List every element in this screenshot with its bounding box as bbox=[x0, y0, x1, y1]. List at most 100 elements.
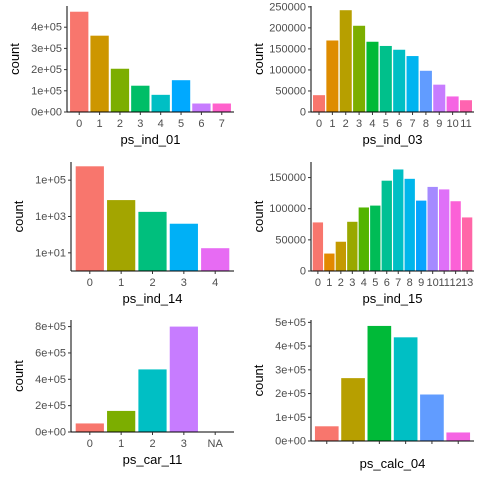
x-tick-label: 4 bbox=[212, 277, 218, 289]
y-tick-label: 0e+00 bbox=[35, 427, 66, 439]
x-tick-label: 3 bbox=[349, 277, 355, 289]
bar-2 bbox=[110, 68, 130, 112]
x-tick-label: 0 bbox=[315, 277, 321, 289]
panel-5: 0e+00 2e+05 4e+05 6e+05 8e+05 0 1 2 3 NA ps_car_11… bbox=[11, 320, 234, 467]
bar-0 bbox=[313, 95, 326, 112]
x-axis-title: ps_car_11 bbox=[123, 452, 183, 467]
y-tick-label: 5e+05 bbox=[275, 317, 306, 329]
y-tick-label: 1e+05 bbox=[35, 175, 66, 187]
bar-1 bbox=[341, 378, 365, 441]
y-tick-label: 150000 bbox=[269, 43, 306, 55]
bar-5 bbox=[370, 205, 381, 271]
x-tick-label: 4 bbox=[158, 118, 164, 130]
x-axis-title: ps_ind_01 bbox=[121, 132, 181, 147]
bar-2 bbox=[138, 211, 167, 271]
bar-2 bbox=[138, 369, 167, 432]
bar-5 bbox=[379, 45, 392, 112]
y-tick-label: 1e+05 bbox=[31, 85, 62, 97]
y-tick-label: 1e+01 bbox=[35, 247, 66, 259]
x-tick-label: 3 bbox=[181, 438, 187, 450]
x-tick-label: 2 bbox=[117, 118, 123, 130]
x-tick-label: 6 bbox=[396, 118, 402, 130]
bar-11 bbox=[438, 189, 450, 271]
bar-2 bbox=[339, 10, 352, 113]
bar-7 bbox=[406, 56, 419, 112]
bar-1 bbox=[107, 410, 136, 432]
x-axis-title: ps_ind_03 bbox=[363, 132, 423, 147]
bar-7 bbox=[212, 103, 231, 112]
y-tick-label: 0e+00 bbox=[275, 436, 306, 448]
bar-2 bbox=[335, 241, 347, 271]
bar-6 bbox=[381, 180, 392, 271]
x-tick-label: 5 bbox=[383, 118, 389, 130]
y-tick-label: 0e+00 bbox=[31, 107, 62, 119]
bar-3 bbox=[169, 223, 198, 271]
x-axis-title: ps_ind_14 bbox=[123, 291, 183, 306]
x-tick-label: 2 bbox=[149, 438, 155, 450]
x-tick-label: 0 bbox=[76, 118, 82, 130]
x-axis-title: ps_ind_15 bbox=[363, 291, 423, 306]
x-tick-label: 7 bbox=[395, 277, 401, 289]
x-tick-label: 3 bbox=[356, 118, 362, 130]
x-tick-label: 13 bbox=[461, 277, 473, 289]
bar-3 bbox=[393, 337, 418, 441]
bar-5 bbox=[446, 432, 471, 441]
bar-4 bbox=[151, 94, 170, 112]
x-tick-label: 9 bbox=[418, 277, 424, 289]
x-tick-label: 1 bbox=[118, 277, 124, 289]
bar-4 bbox=[366, 41, 379, 112]
bar-13 bbox=[461, 217, 473, 271]
bar-8 bbox=[419, 70, 432, 112]
x-tick-label: 2 bbox=[343, 118, 349, 130]
x-tick-label: 0 bbox=[87, 277, 93, 289]
y-tick-label: 0 bbox=[300, 107, 306, 119]
y-axis-title: count bbox=[11, 360, 26, 392]
y-tick-label: 1e+05 bbox=[275, 412, 306, 424]
y-tick-label: 4e+05 bbox=[31, 22, 62, 34]
panel-1: 0e+00 1e+05 2e+05 3e+05 4e+05 0 1 2 3 4 5 6 7 ps_ind_… bbox=[7, 6, 234, 147]
x-tick-label: NA bbox=[208, 438, 224, 450]
y-tick-label: 100000 bbox=[269, 64, 306, 76]
x-tick-label: 1 bbox=[97, 118, 103, 130]
bar-4 bbox=[201, 248, 230, 271]
y-axis-title: count bbox=[251, 43, 266, 75]
x-tick-label: 1 bbox=[329, 118, 335, 130]
bar-10 bbox=[446, 96, 459, 112]
x-tick-label: 11 bbox=[438, 277, 449, 289]
x-tick-label: 2 bbox=[149, 277, 155, 289]
x-tick-label: 6 bbox=[198, 118, 204, 130]
x-tick-label: 2 bbox=[338, 277, 344, 289]
x-tick-label: 0 bbox=[87, 438, 93, 450]
bar-8 bbox=[404, 178, 415, 271]
x-tick-label: 9 bbox=[436, 118, 442, 130]
bar-0 bbox=[314, 426, 339, 441]
panel-3: 1e+01 1e+03 1e+05 0 1 2 3 4 ps_ind_14 count bbox=[11, 162, 234, 306]
bar-0 bbox=[75, 423, 104, 432]
y-tick-label: 3e+05 bbox=[31, 43, 62, 55]
bar-3 bbox=[353, 25, 366, 112]
x-tick-label: 5 bbox=[372, 277, 378, 289]
y-tick-label: 150000 bbox=[269, 172, 306, 184]
bar-5 bbox=[171, 80, 191, 112]
bar-6 bbox=[192, 103, 211, 112]
y-tick-label: 50000 bbox=[275, 85, 306, 97]
bar-3 bbox=[169, 326, 198, 432]
x-tick-label: 1 bbox=[326, 277, 332, 289]
x-tick-label: 3 bbox=[137, 118, 143, 130]
x-tick-label: 7 bbox=[219, 118, 225, 130]
y-tick-label: 200000 bbox=[269, 22, 306, 34]
x-tick-label: 12 bbox=[450, 277, 462, 289]
x-tick-label: 10 bbox=[427, 277, 439, 289]
x-tick-label: 8 bbox=[423, 118, 429, 130]
y-axis-title: count bbox=[11, 200, 26, 232]
bar-1 bbox=[90, 35, 109, 112]
x-tick-label: 7 bbox=[409, 118, 415, 130]
y-tick-label: 8e+05 bbox=[35, 321, 66, 333]
bar-3 bbox=[131, 85, 150, 112]
bar-4 bbox=[420, 394, 444, 441]
y-axis-title: count bbox=[251, 200, 266, 232]
bar-9 bbox=[433, 84, 446, 112]
bar-9 bbox=[416, 200, 427, 271]
y-tick-label: 2e+05 bbox=[35, 400, 66, 412]
